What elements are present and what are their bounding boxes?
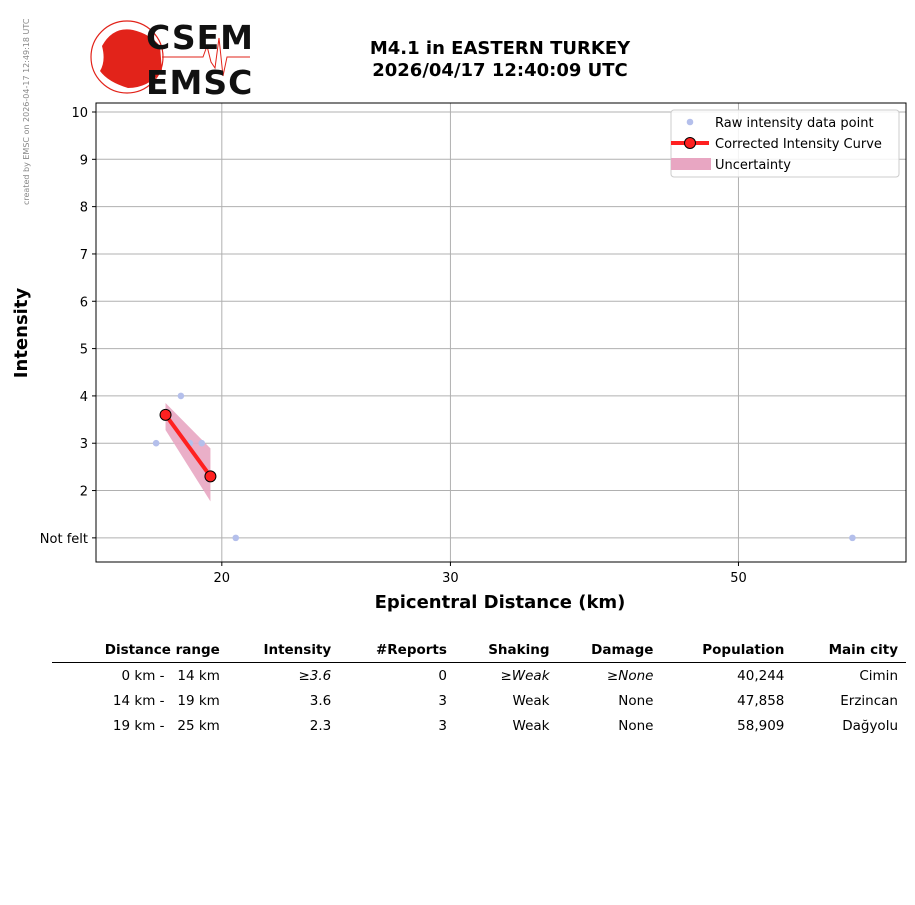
x-tick-label: 50 (730, 571, 747, 586)
cell-shaking: Weak (512, 717, 550, 734)
cell-population: 58,909 (737, 717, 785, 734)
cell-intensity: ≥3.6 (298, 667, 332, 684)
raw-data-point (849, 534, 856, 542)
cell-city: Cimin (859, 667, 898, 684)
cell-city: Erzincan (840, 692, 898, 709)
x-tick-label: 20 (214, 571, 231, 586)
svg-text:CSEM: CSEM (146, 18, 254, 57)
raw-data-point (198, 439, 206, 447)
x-tick-label: 30 (442, 571, 459, 586)
cell-city: Dağyolu (842, 717, 898, 734)
table-row: 0 km - 14 km ≥3.6 0 ≥Weak ≥None 40,244 Cimin (52, 663, 906, 689)
corrected-intensity-line (163, 413, 213, 478)
corrected-intensity-marker (159, 408, 172, 421)
y-axis-label: Intensity (11, 288, 32, 379)
legend: Raw intensity data point Corrected Inten… (670, 109, 900, 178)
y-tick-label: Not felt (40, 532, 88, 547)
legend-raw-label: Raw intensity data point (715, 116, 874, 131)
cell-reports: 0 (438, 667, 447, 684)
cell-range: 14 km - 19 km (112, 692, 220, 709)
cell-range: 0 km - 14 km (121, 667, 220, 684)
column-header: Population (661, 640, 793, 663)
raw-data-point (232, 534, 240, 542)
y-tick-label: 9 (80, 153, 88, 168)
column-header: Intensity (227, 640, 340, 663)
y-tick-label: 10 (71, 106, 88, 121)
column-header: Shaking (454, 640, 558, 663)
raw-data-point (177, 392, 185, 400)
chart-title-event: M4.1 in EASTERN TURKEY (369, 38, 631, 59)
emsc-logo: CSEM EMSC (90, 18, 254, 100)
cell-reports: 3 (438, 717, 447, 734)
y-tick-label: 6 (80, 295, 88, 310)
y-tick-label: 2 (80, 485, 88, 500)
raw-data-point (152, 439, 160, 447)
x-axis-label: Epicentral Distance (km) (375, 592, 626, 613)
cell-shaking: ≥Weak (500, 667, 550, 684)
intensity-table: Distance range Intensity #Reports Shaking Da… (52, 640, 906, 738)
cell-intensity: 3.6 (309, 692, 332, 709)
legend-uncertainty-label: Uncertainty (715, 158, 791, 173)
cell-damage: ≥None (606, 667, 654, 684)
cell-population: 47,858 (737, 692, 785, 709)
column-header: #Reports (339, 640, 455, 663)
cell-damage: None (618, 717, 654, 734)
plot-frame (95, 102, 907, 563)
column-header: Main city (792, 640, 906, 663)
corrected-intensity-marker (204, 470, 217, 483)
cell-population: 40,244 (737, 667, 785, 684)
chart-title-time: 2026/04/17 12:40:09 UTC (372, 60, 628, 81)
column-header: Damage (557, 640, 662, 663)
legend-curve-marker (684, 137, 696, 149)
y-tick-label: 4 (80, 390, 88, 405)
y-tick-label: 3 (80, 437, 88, 452)
svg-text:EMSC: EMSC (146, 63, 253, 100)
y-tick-label: 5 (80, 343, 88, 358)
table-row: 19 km - 25 km 2.3 3 Weak None 58,909 Dağyolu (52, 713, 906, 738)
cell-reports: 3 (438, 692, 447, 709)
legend-uncertainty-patch (671, 158, 711, 170)
y-tick-label: 8 (80, 201, 88, 216)
column-header: Distance range (52, 640, 228, 663)
cell-intensity: 2.3 (309, 717, 332, 734)
intensity-chart: Not felt 2 3 4 5 6 7 8 9 10 20 30 50 Epicentral Dist… (11, 102, 907, 613)
cell-damage: None (618, 692, 654, 709)
legend-raw-marker (686, 118, 694, 126)
uncertainty-band (165, 403, 211, 502)
legend-curve-label: Corrected Intensity Curve (715, 137, 882, 152)
y-tick-label: 7 (80, 248, 88, 263)
cell-shaking: Weak (512, 692, 550, 709)
table-header-row: Distance range Intensity #Reports Shaking Da… (52, 640, 906, 663)
table-row: 14 km - 19 km 3.6 3 Weak None 47,858 Erzincan (52, 688, 906, 713)
cell-range: 19 km - 25 km (112, 717, 220, 734)
